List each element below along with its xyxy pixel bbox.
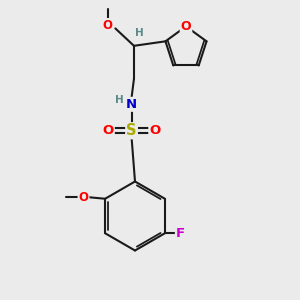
Text: F: F — [176, 227, 185, 240]
Text: O: O — [149, 124, 161, 137]
Text: O: O — [103, 19, 113, 32]
Text: O: O — [181, 20, 191, 33]
Text: S: S — [126, 123, 137, 138]
Text: O: O — [103, 124, 114, 137]
Text: H: H — [135, 28, 144, 38]
Text: H: H — [115, 95, 123, 105]
Text: N: N — [126, 98, 137, 111]
Text: O: O — [79, 191, 88, 204]
